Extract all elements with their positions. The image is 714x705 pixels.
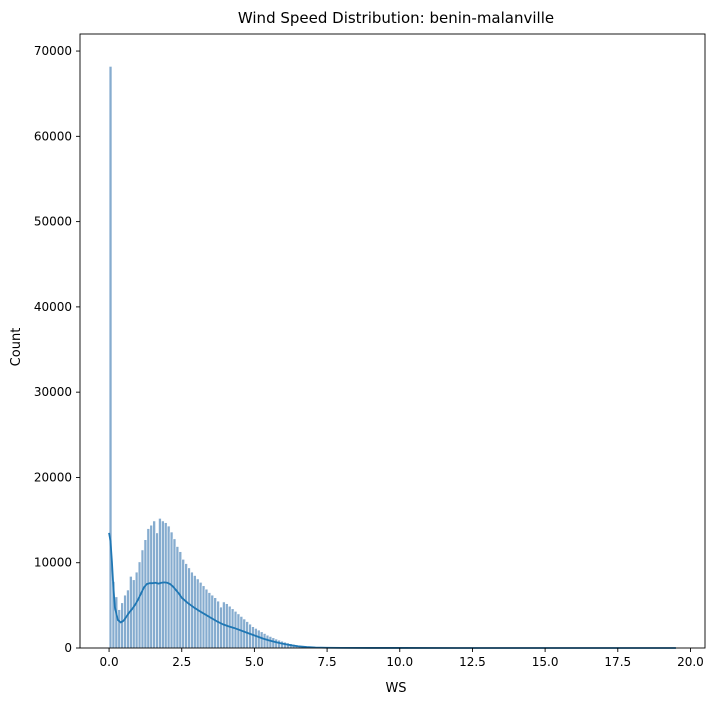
x-tick-label: 0.0 <box>100 655 119 669</box>
histogram-bar <box>176 547 179 648</box>
x-tick-label: 2.5 <box>172 655 191 669</box>
histogram-bar <box>208 593 211 648</box>
y-tick-label: 30000 <box>34 385 72 399</box>
histogram-bar <box>266 635 269 648</box>
histogram-bar <box>161 521 164 648</box>
histogram-bar <box>156 533 159 648</box>
axes-layer: 0.0 2.5 5.0 7.5 10.0 12.5 15.0 17.5 20.0 0 10000 20… <box>34 34 705 669</box>
histogram-bar <box>202 586 205 648</box>
histogram-bar <box>173 539 176 648</box>
histogram-bar <box>190 572 193 648</box>
histogram-bar <box>243 619 246 648</box>
histogram-bar <box>278 640 281 648</box>
histogram-bar <box>254 628 257 648</box>
bars-layer <box>109 66 327 648</box>
x-tick-label: 5.0 <box>245 655 264 669</box>
histogram-bar <box>132 580 135 648</box>
histogram-bar <box>144 540 147 648</box>
histogram-bar <box>124 595 127 648</box>
histogram-bar <box>127 590 130 648</box>
histogram-bar <box>188 568 191 648</box>
histogram-bar <box>257 630 260 648</box>
histogram-bar <box>138 562 141 648</box>
histogram-bar <box>121 603 124 648</box>
y-tick-label: 20000 <box>34 470 72 484</box>
x-tick-label: 17.5 <box>604 655 631 669</box>
y-tick-label: 70000 <box>34 44 72 58</box>
histogram-bar <box>164 523 167 648</box>
histogram-bar <box>246 622 249 648</box>
histogram-bar <box>272 638 275 648</box>
histogram-bar <box>269 636 272 648</box>
histogram-bar <box>167 526 170 648</box>
histogram-bar <box>193 576 196 648</box>
x-tick-label: 12.5 <box>459 655 486 669</box>
x-tick-label: 7.5 <box>318 655 337 669</box>
histogram-bar <box>252 627 255 648</box>
x-axis-label: WS <box>385 681 406 696</box>
histogram-bar <box>237 614 240 648</box>
histogram-bar <box>135 572 138 648</box>
histogram-bar <box>153 521 156 648</box>
y-tick-label: 50000 <box>34 215 72 229</box>
histogram-bar <box>170 532 173 648</box>
x-tick-label: 10.0 <box>386 655 413 669</box>
x-tick-label: 20.0 <box>677 655 704 669</box>
y-axis-label: Count <box>9 328 24 367</box>
histogram-bar <box>150 525 153 648</box>
y-tick-label: 40000 <box>34 300 72 314</box>
histogram-bar <box>214 598 217 648</box>
histogram-bar <box>217 601 220 648</box>
histogram-bar <box>240 616 243 648</box>
histogram-bar <box>263 634 266 649</box>
histogram-bar <box>141 550 144 648</box>
x-tick-label: 15.0 <box>532 655 559 669</box>
histogram-bar <box>260 632 263 648</box>
y-tick-label: 10000 <box>34 556 72 570</box>
histogram-bar <box>205 589 208 648</box>
histogram-bar <box>199 582 202 648</box>
chart-title: Wind Speed Distribution: benin-malanvill… <box>238 9 554 27</box>
histogram-bar <box>211 595 214 648</box>
histogram-bar <box>196 579 199 648</box>
histogram-bar <box>185 564 188 648</box>
histogram-bar <box>182 559 185 648</box>
y-tick-label: 0 <box>64 641 72 655</box>
histogram-bar <box>147 529 150 648</box>
histogram-bar <box>179 552 182 648</box>
histogram-bar <box>249 624 252 648</box>
y-tick-label: 60000 <box>34 129 72 143</box>
histogram-bar <box>118 610 121 648</box>
histogram-bar <box>275 639 278 648</box>
histogram-bar <box>220 607 223 648</box>
